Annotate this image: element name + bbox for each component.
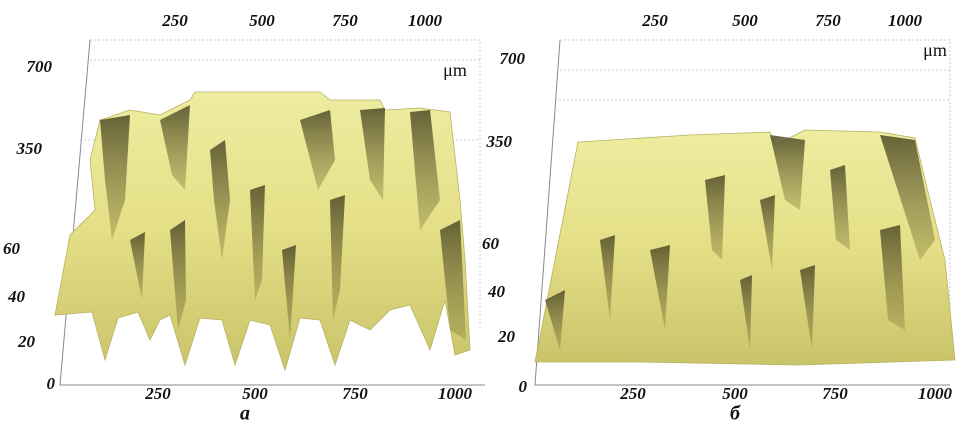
left-tick-label: 350 xyxy=(16,139,43,158)
bottom-tick-label: 1000 xyxy=(438,384,473,403)
panel-label: а xyxy=(240,403,250,423)
left-tick-label: 60 xyxy=(3,239,21,258)
left-tick-label: 40 xyxy=(7,287,26,306)
left-tick-label: 40 xyxy=(487,282,506,301)
bottom-tick-label: 500 xyxy=(242,384,268,403)
bottom-tick-label: 750 xyxy=(342,384,368,403)
top-tick-label: 1000 xyxy=(408,11,443,30)
top-tick-label: 250 xyxy=(641,11,668,30)
top-tick-label: 750 xyxy=(332,11,358,30)
bottom-tick-label: 250 xyxy=(619,384,646,403)
bottom-tick-label: 500 xyxy=(722,384,748,403)
unit-label: μm xyxy=(443,60,467,80)
left-tick-label: 0 xyxy=(519,377,528,396)
top-tick-label: 1000 xyxy=(888,11,923,30)
left-tick-label: 350 xyxy=(486,132,513,151)
top-tick-label: 750 xyxy=(815,11,841,30)
bottom-tick-label: 750 xyxy=(822,384,848,403)
left-tick-label: 0 xyxy=(47,374,56,393)
left-tick-label: 20 xyxy=(497,327,516,346)
left-tick-label: 20 xyxy=(17,332,36,351)
left-tick-label: 60 xyxy=(482,234,500,253)
unit-label: μm xyxy=(923,40,947,60)
left-tick-label: 700 xyxy=(500,49,526,68)
top-tick-label: 500 xyxy=(732,11,758,30)
top-tick-label: 250 xyxy=(161,11,188,30)
top-tick-label: 500 xyxy=(249,11,275,30)
left-tick-label: 700 xyxy=(27,57,53,76)
bottom-tick-label: 1000 xyxy=(918,384,953,403)
figure: 250500750100070035060402002505007501000μ… xyxy=(0,0,960,423)
surface-b xyxy=(535,130,955,365)
panel-label: б xyxy=(730,403,741,423)
surface-a xyxy=(55,92,470,370)
bottom-tick-label: 250 xyxy=(144,384,171,403)
